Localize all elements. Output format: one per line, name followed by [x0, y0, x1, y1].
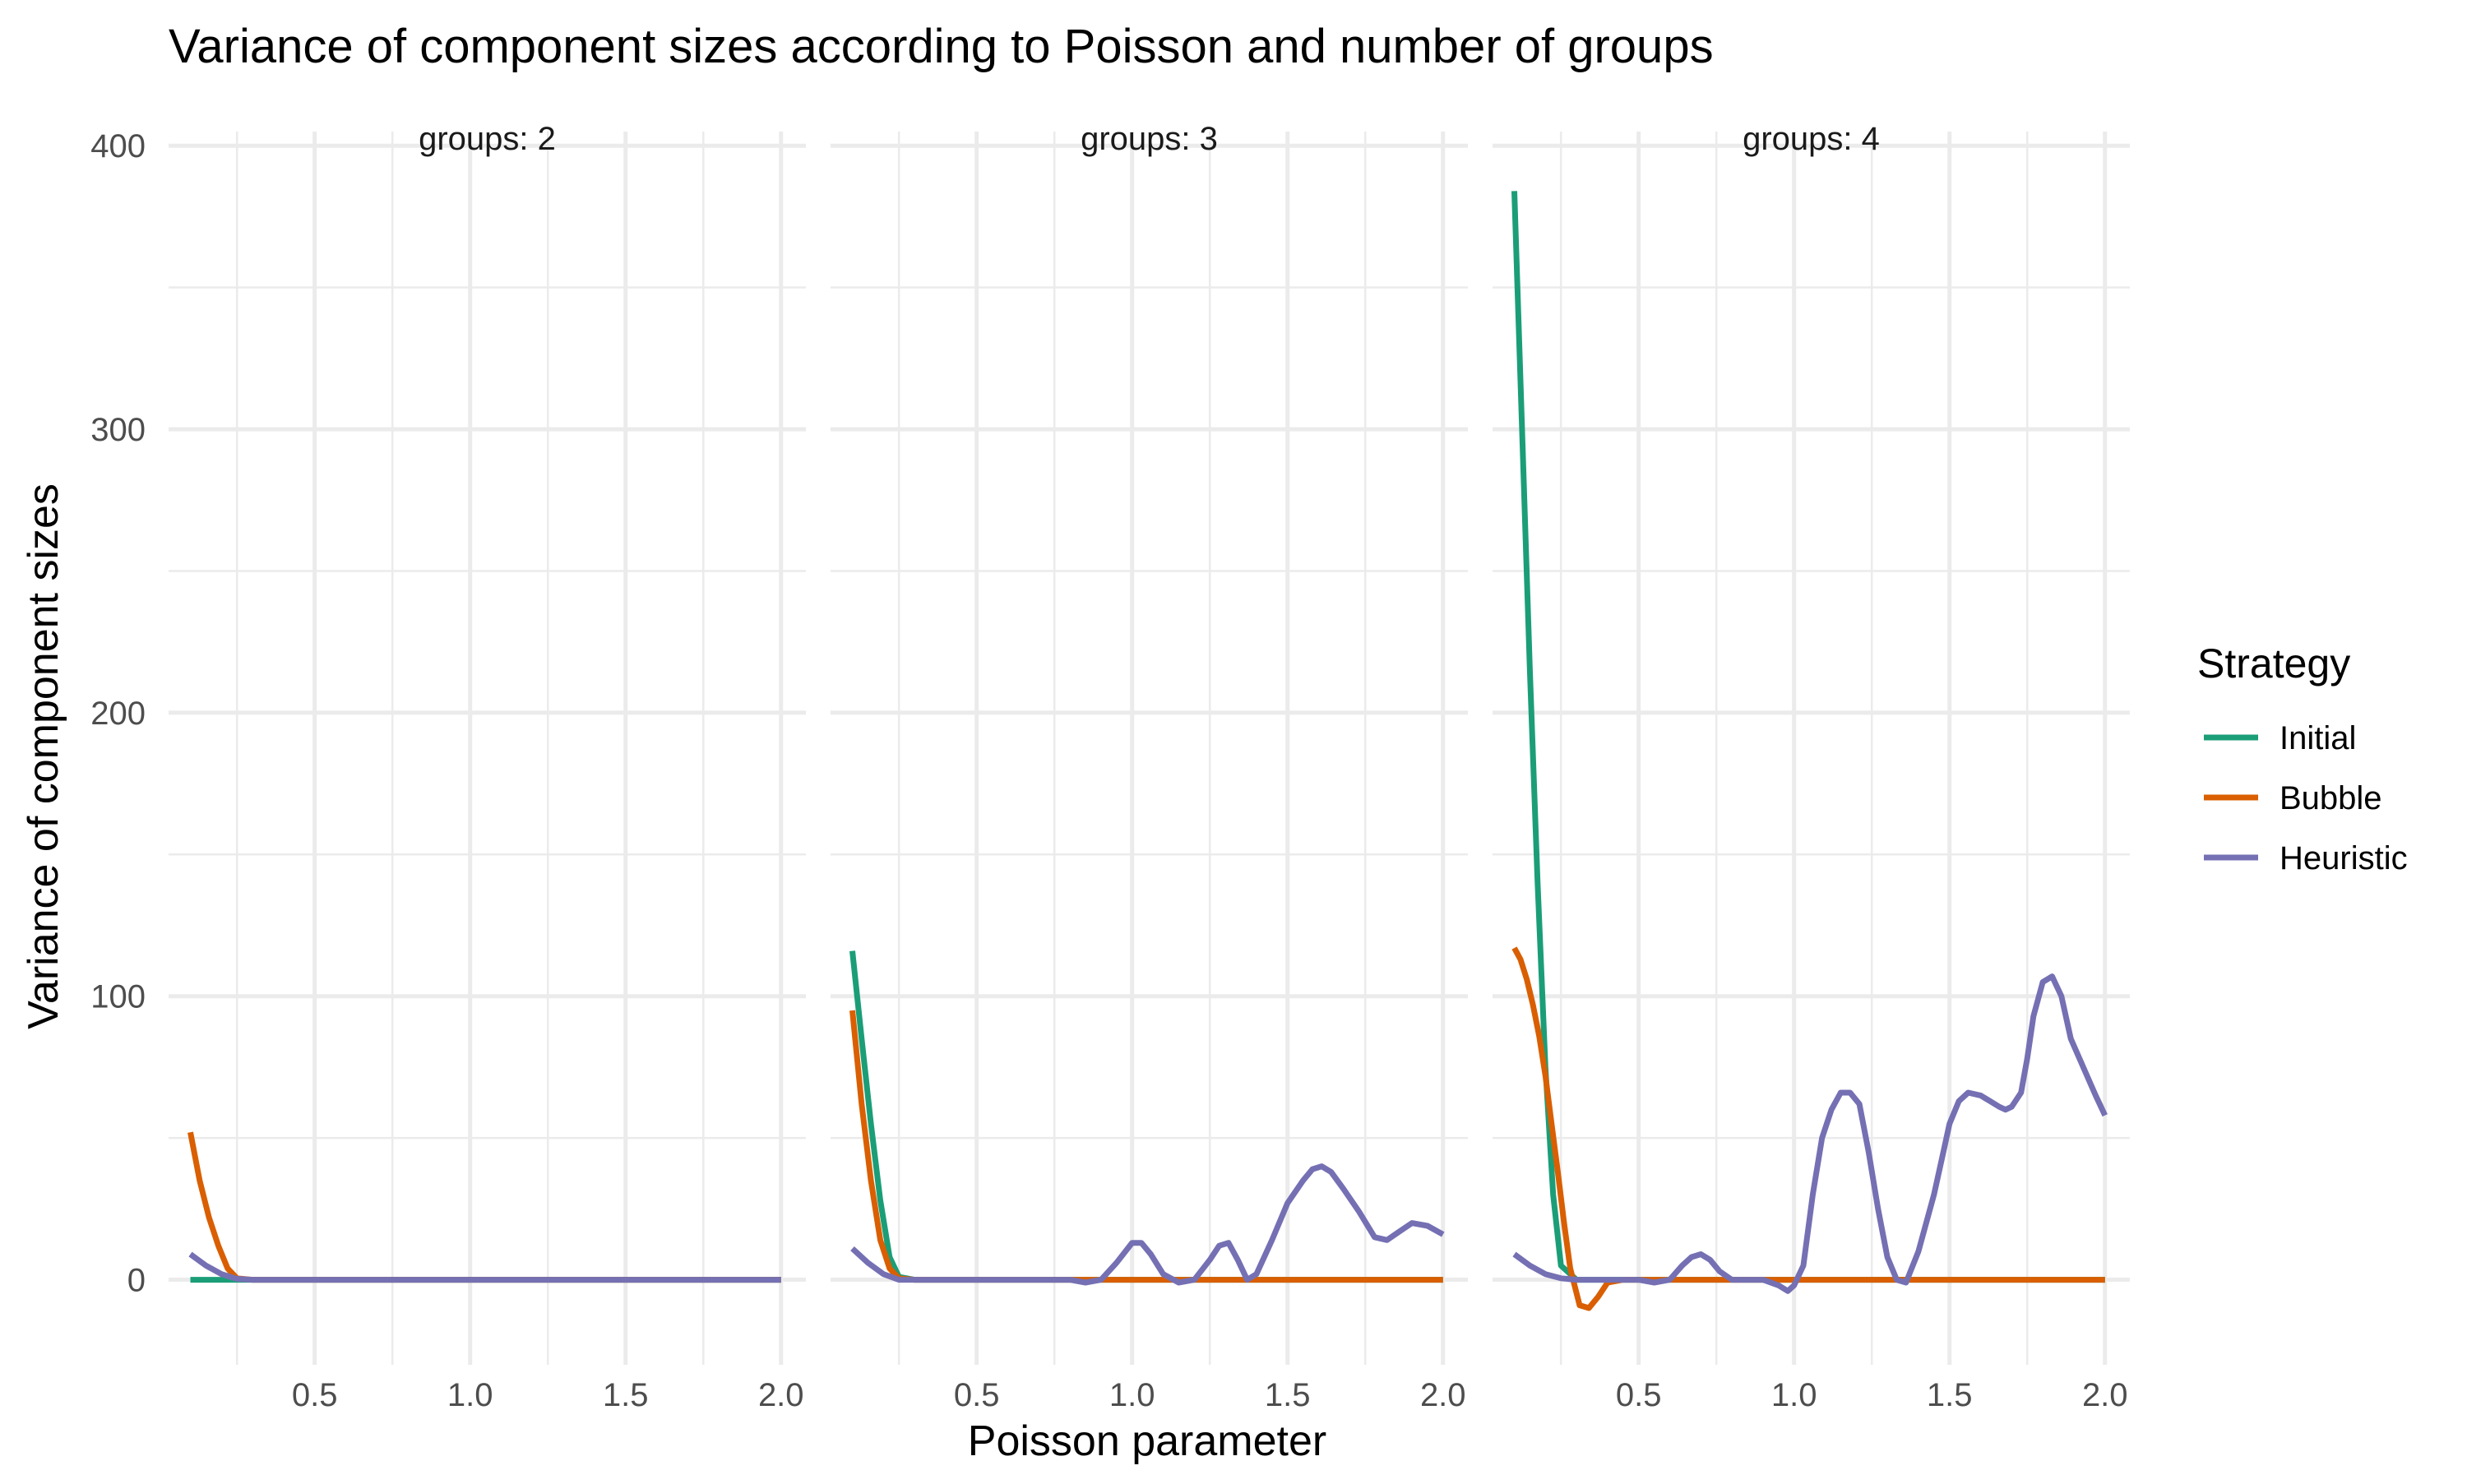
legend-item-heuristic: Heuristic: [2204, 840, 2408, 876]
series-line-initial: [1511, 191, 2105, 1283]
facet-panel-3: groups: 3 0.5 1.0 1.5 2.0: [831, 121, 1468, 1413]
series-line-heuristic: [1512, 973, 2108, 1294]
x-tick-label: 1.5: [1927, 1377, 1973, 1413]
y-tick-label: 400: [90, 128, 146, 164]
x-tick-label: 1.0: [1771, 1377, 1817, 1413]
x-tick-label: 1.0: [1109, 1377, 1155, 1413]
x-axis-title: Poisson parameter: [968, 1417, 1326, 1465]
series-line-bubble: [1511, 946, 2105, 1311]
y-tick-label: 0: [127, 1263, 146, 1299]
series-line-bubble: [849, 1010, 1443, 1283]
series-line-bubble: [187, 1131, 781, 1283]
chart-title: Variance of component sizes according to…: [169, 20, 1714, 73]
series-line-heuristic: [188, 1251, 781, 1283]
y-tick-label: 100: [90, 979, 146, 1015]
x-tick-label: 1.5: [1265, 1377, 1311, 1413]
series-line-heuristic: [850, 1163, 1445, 1286]
x-tick-label: 2.0: [1420, 1377, 1466, 1413]
x-tick-label: 1.0: [447, 1377, 493, 1413]
facet-strip-label: groups: 2: [419, 121, 556, 157]
legend-title: Strategy: [2197, 640, 2350, 687]
y-axis-title: Variance of component sizes: [20, 483, 67, 1029]
legend-item-initial: Initial: [2204, 720, 2356, 756]
legend-label-bubble: Bubble: [2280, 780, 2382, 816]
facet-strip-label: groups: 4: [1743, 121, 1880, 157]
x-tick-label: 0.5: [292, 1377, 338, 1413]
y-tick-label: 300: [90, 412, 146, 448]
y-tick-label: 200: [90, 696, 146, 732]
legend-label-initial: Initial: [2280, 720, 2356, 756]
legend-item-bubble: Bubble: [2204, 780, 2382, 816]
facet-panel-4: groups: 4 0.5 1.0 1.5 2.0: [1493, 121, 2130, 1413]
x-tick-label: 2.0: [758, 1377, 804, 1413]
x-tick-label: 0.5: [1616, 1377, 1662, 1413]
series-line-initial: [849, 950, 1443, 1283]
x-tick-label: 2.0: [2082, 1377, 2128, 1413]
legend-label-heuristic: Heuristic: [2280, 840, 2408, 876]
legend: Strategy Initial Bubble Heuristic: [2197, 640, 2408, 876]
facet-panel-2: groups: 2 0.5 1.0 1.5 2.0 0 100 200 300 400: [90, 121, 806, 1413]
x-tick-label: 1.5: [603, 1377, 649, 1413]
facet-strip-label: groups: 3: [1081, 121, 1218, 157]
x-tick-label: 0.5: [954, 1377, 1000, 1413]
